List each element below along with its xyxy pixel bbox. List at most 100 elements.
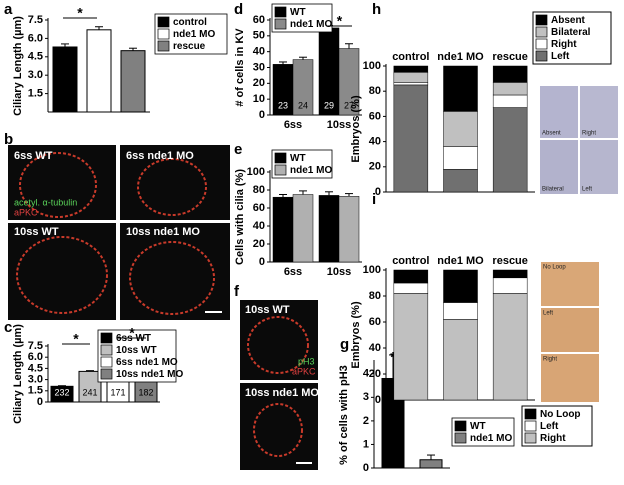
bar-segment [393, 293, 429, 401]
y-tick-label: 50 [253, 30, 265, 42]
bar-segment [492, 293, 528, 401]
y-tick-label: 100 [363, 264, 381, 276]
bar-segment [443, 319, 478, 401]
image-label: acetyl. α-tubulin [14, 197, 77, 207]
legend-swatch [274, 6, 287, 18]
significance-mark: * [73, 331, 79, 347]
y-axis-label: Cells with cilia (%) [234, 169, 246, 265]
count-label: 24 [298, 100, 308, 110]
y-tick-label: 40 [253, 220, 265, 232]
bar-segment [393, 282, 429, 294]
y-tick-label: 1.5 [28, 88, 43, 100]
y-tick-label: 30 [253, 61, 265, 73]
legend-swatch [100, 356, 113, 368]
image-label: Left [543, 311, 553, 317]
legend-swatch [524, 432, 537, 444]
embryo-photo [541, 354, 599, 402]
bar-segment [393, 82, 429, 86]
kv-outline [247, 316, 309, 374]
y-tick-label: 20 [253, 77, 265, 89]
bar-segment [492, 277, 528, 294]
legend-swatch [454, 432, 467, 444]
y-tick-label: 3.0 [28, 374, 43, 386]
image-label: Right [582, 131, 596, 137]
legend-label: 10ss nde1 MO [116, 369, 183, 380]
y-tick-label: 40 [253, 46, 265, 58]
legend-label: WT [290, 153, 306, 164]
y-tick-label: 0 [363, 462, 369, 474]
legend-swatch [535, 26, 548, 38]
x-tick-label: 6ss [284, 266, 302, 278]
significance-mark: * [129, 325, 135, 341]
bar-segment [443, 169, 478, 193]
micrograph [240, 300, 318, 380]
x-tick-label: control [392, 51, 429, 63]
y-tick-label: 4 [363, 368, 370, 380]
y-tick-label: 60 [369, 316, 381, 328]
embryo-photo [580, 140, 618, 194]
bar [86, 29, 112, 113]
kv-outline [253, 403, 303, 457]
embryo-photo [541, 308, 599, 352]
image-label: aPKC [14, 207, 38, 217]
image-panels: 6ss WT 6ss nde1 MO acetyl. α-tubulin aPK… [8, 86, 618, 470]
legend-swatch [274, 152, 287, 164]
bar [52, 46, 78, 113]
x-tick-label: nde1 MO [437, 51, 484, 63]
legend-label: No Loop [540, 409, 581, 420]
legend-label: 6ss WT [116, 333, 151, 344]
count-label: 241 [82, 387, 97, 397]
embryo-photo [540, 140, 578, 194]
y-tick-label: 80 [253, 184, 265, 196]
count-label: 29 [324, 100, 334, 110]
y-tick-label: 60 [253, 14, 265, 26]
panel-letter: h [372, 1, 381, 18]
y-tick-label: 2 [363, 415, 369, 427]
legend-label: 10ss WT [116, 345, 157, 356]
legend-label: nde1 MO [290, 19, 332, 30]
x-tick-label: 10ss [327, 266, 351, 278]
y-tick-label: 0 [37, 396, 43, 408]
panel-letter: i [372, 191, 376, 208]
image-label: 10ss WT [14, 226, 59, 238]
bar-segment [492, 94, 528, 108]
y-tick-label: 100 [247, 166, 265, 178]
image-label: 6ss WT [14, 150, 53, 162]
y-tick-label: 10 [253, 93, 265, 105]
y-tick-label: 7.5 [28, 14, 43, 26]
image-label: No Loop [543, 265, 566, 271]
y-tick-label: 0 [375, 186, 381, 198]
panel-letter: g [340, 336, 349, 353]
panel-letter: d [234, 1, 243, 18]
embryo-photo [541, 262, 599, 306]
legend-label: nde1 MO [470, 433, 512, 444]
image-label: 6ss nde1 MO [126, 150, 194, 162]
image-label: 10ss nde1 MO [245, 387, 319, 399]
bar-segment [443, 302, 478, 320]
kv-outline [137, 158, 207, 216]
image-label: 10ss WT [245, 304, 290, 316]
legend-swatch [100, 332, 113, 344]
legend-label: Left [540, 421, 559, 432]
micrograph [120, 223, 230, 320]
y-tick-label: 1 [363, 438, 369, 450]
panel-letter: b [4, 131, 13, 148]
x-tick-label: control [392, 255, 429, 267]
legend-swatch [157, 28, 170, 40]
y-tick-label: 60 [253, 202, 265, 214]
count-label: 232 [54, 387, 69, 397]
significance-mark: * [77, 5, 83, 21]
y-axis-label: % of cells with pH3 [338, 365, 350, 465]
x-tick-label: rescue [492, 51, 527, 63]
image-label: Right [543, 357, 557, 363]
y-tick-label: 4.5 [28, 362, 43, 374]
y-tick-label: 80 [369, 85, 381, 97]
bar-segment [492, 269, 528, 279]
image-label: pH3 [298, 356, 315, 366]
count-label: 23 [278, 100, 288, 110]
panel-letter: f [234, 283, 240, 300]
bar [338, 196, 360, 263]
y-tick-label: 3.0 [28, 69, 43, 81]
bar-segment [492, 107, 528, 193]
legend-label: nde1 MO [290, 165, 332, 176]
